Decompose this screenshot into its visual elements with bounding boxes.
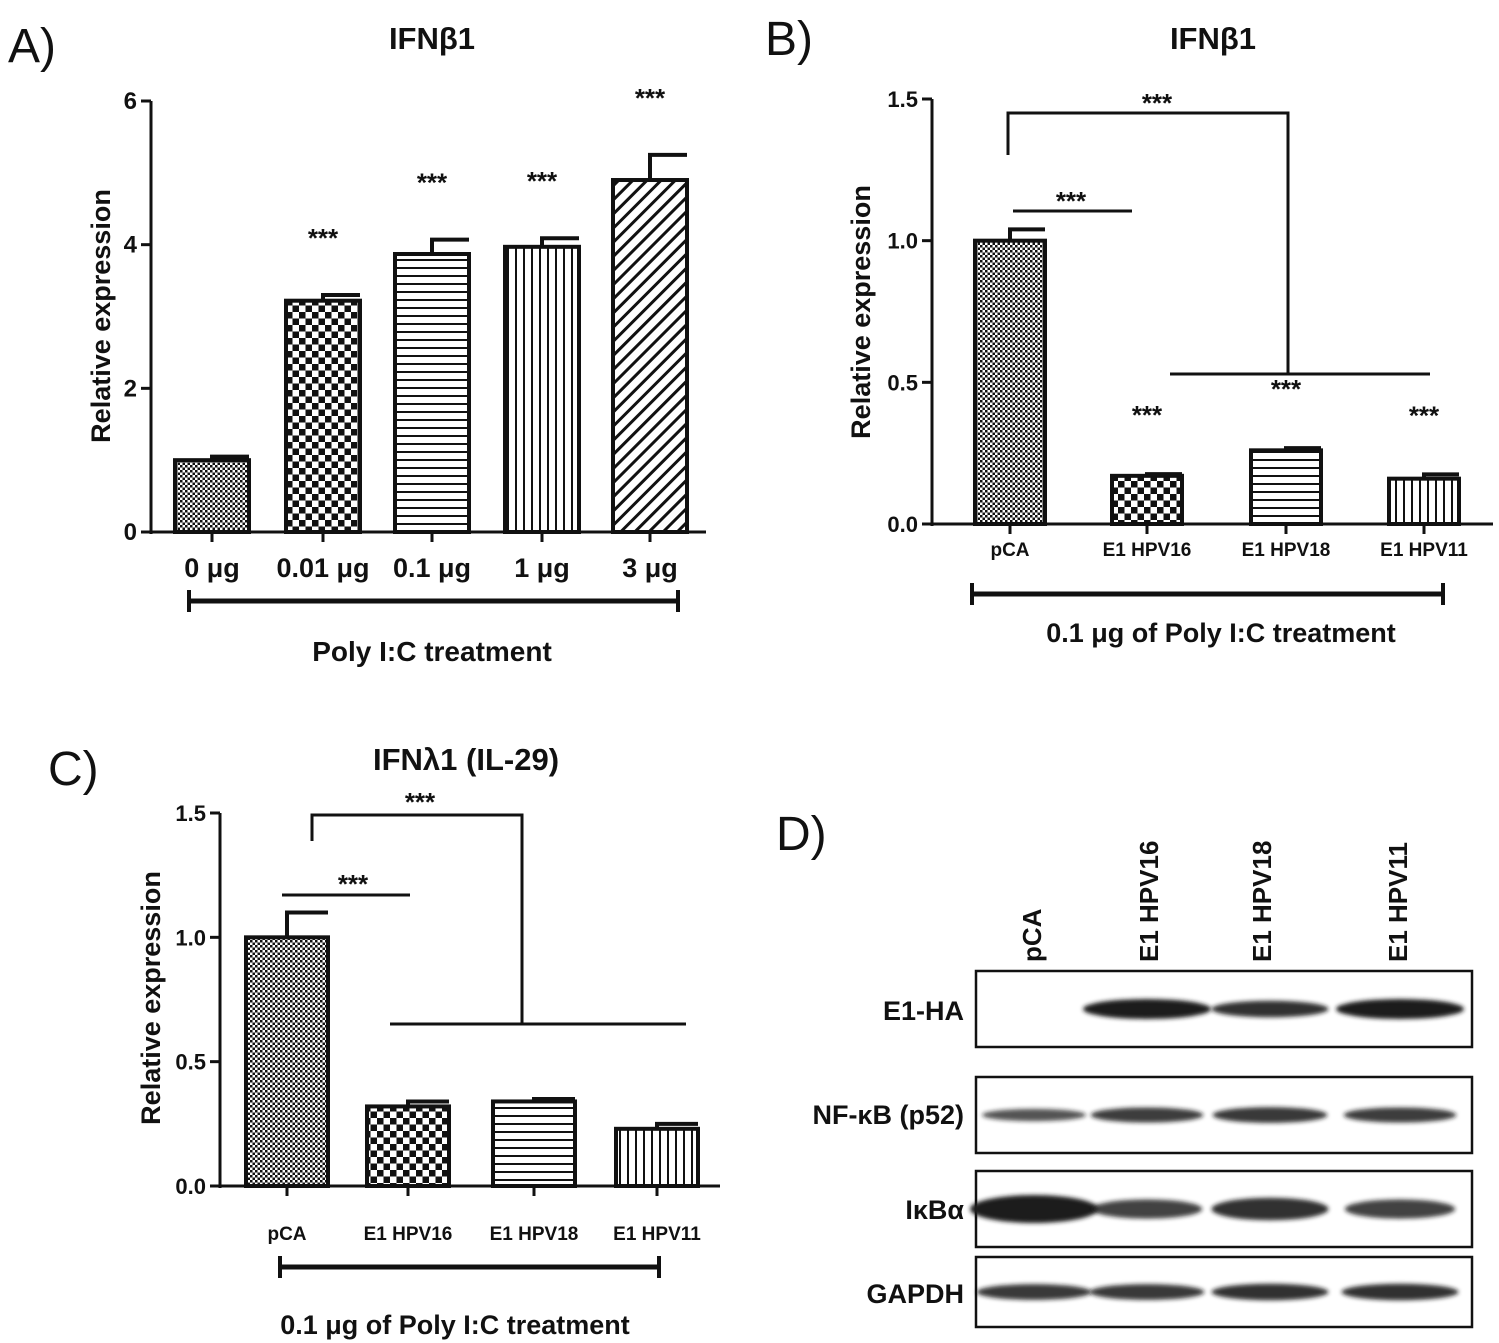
- panel-b-group-label: 0.1 μg of Poly I:C treatment: [1046, 618, 1396, 648]
- blot-band: [1211, 1283, 1329, 1301]
- bar: [503, 244, 581, 535]
- bar: [244, 935, 330, 1188]
- category-label: E1 HPV11: [1380, 540, 1468, 561]
- bar: [1249, 448, 1323, 527]
- bar: [491, 1099, 577, 1189]
- panel-b-title: IFNβ1: [1170, 21, 1256, 56]
- bar: [1387, 476, 1461, 526]
- bar: [973, 238, 1047, 527]
- y-tick-label: 1.5: [175, 801, 206, 826]
- blot-band: [1211, 1197, 1329, 1221]
- category-label: 0 μg: [184, 553, 240, 583]
- blot-band: [976, 1284, 1092, 1300]
- category-label: E1 HPV16: [1103, 540, 1192, 561]
- significance-marker: ***: [1142, 88, 1173, 118]
- significance-marker: ***: [527, 166, 558, 196]
- category-label: 1 μg: [514, 553, 570, 583]
- category-label: E1 HPV11: [613, 1224, 701, 1245]
- blot-label: IκBα: [905, 1195, 964, 1225]
- bar: [284, 298, 362, 534]
- panel-c-title: IFNλ1 (IL-29): [373, 742, 559, 777]
- lane-label: E1 HPV11: [1383, 842, 1413, 962]
- panel-a-label: A): [8, 20, 56, 73]
- significance-bracket: [1006, 111, 1290, 374]
- category-label: E1 HPV18: [490, 1224, 579, 1245]
- y-tick-label: 0.5: [175, 1050, 206, 1075]
- lane-label: pCA: [1017, 908, 1047, 962]
- bar: [1110, 473, 1184, 527]
- significance-marker: ***: [1409, 400, 1440, 430]
- bar: [611, 178, 689, 534]
- y-tick-label: 2: [124, 375, 137, 402]
- panel-d-label: D): [776, 808, 827, 861]
- bar: [173, 458, 251, 534]
- category-label: E1 HPV18: [1242, 540, 1331, 561]
- significance-bracket: [310, 813, 524, 1024]
- blot-band: [970, 1195, 1098, 1223]
- significance-marker: ***: [635, 83, 666, 113]
- significance-marker: ***: [1132, 400, 1163, 430]
- significance-marker: ***: [1271, 374, 1302, 404]
- blot-band: [1343, 1107, 1457, 1123]
- panel-c-label: C): [48, 743, 99, 796]
- significance-marker: ***: [338, 869, 369, 899]
- blot-band: [1344, 1199, 1456, 1219]
- y-tick-label: 6: [124, 88, 137, 115]
- bar: [365, 1104, 451, 1188]
- bar: [393, 252, 471, 534]
- y-tick-label: 1.5: [887, 87, 918, 112]
- blot-band: [1212, 1107, 1328, 1123]
- category-label: pCA: [267, 1224, 306, 1245]
- blot-label: NF-κB (p52): [812, 1100, 964, 1130]
- y-tick-label: 0.0: [175, 1174, 206, 1199]
- panel-c-marks: pCA E1 HPV16 E1 HPV18 E1 HPV11 0.0 0.5 1.0 1.5 *…: [175, 787, 720, 1278]
- blot-band: [1090, 1107, 1204, 1123]
- blot-band: [1336, 999, 1464, 1019]
- panel-d-blots: pCA E1 HPV16 E1 HPV18 E1 HPV11 E1-HA NF-κB (p…: [812, 841, 1474, 1329]
- y-tick-label: 0.5: [887, 370, 918, 395]
- blot-band: [982, 1108, 1086, 1122]
- significance-marker: ***: [417, 168, 448, 198]
- panel-c-chart: C) IFNλ1 (IL-29) Relative expression 0.1…: [48, 742, 720, 1340]
- y-tick-label: 4: [124, 232, 138, 259]
- y-tick-label: 0: [124, 519, 137, 546]
- panel-b-label: B): [765, 13, 813, 66]
- panel-d-western-blot: D) pCA E1 HPV16 E1 HPV18 E1 HPV11 E1-HA NF-κB…: [776, 808, 1474, 1329]
- panel-a-title: IFNβ1: [389, 21, 475, 56]
- category-label: E1 HPV16: [364, 1224, 453, 1245]
- panel-a-marks: 0 μg *** 0.01 μg *** 0.1 μg *** 1 μg *** 3 μg 0 2 4…: [124, 83, 706, 612]
- panel-b-chart: B) IFNβ1 Relative expression 0.1 μg of P…: [765, 13, 1493, 648]
- y-tick-label: 1.0: [175, 925, 206, 950]
- blot-band: [1089, 1284, 1205, 1300]
- category-label: pCA: [990, 540, 1029, 561]
- significance-marker: ***: [308, 223, 339, 253]
- y-tick-label: 1.0: [887, 229, 918, 254]
- category-label: 0.1 μg: [393, 553, 471, 583]
- panel-c-y-axis-label: Relative expression: [136, 871, 166, 1125]
- panel-a-group-label: Poly I:C treatment: [312, 636, 552, 667]
- panel-b-y-axis-label: Relative expression: [846, 185, 876, 439]
- significance-marker: ***: [1056, 186, 1087, 216]
- significance-marker: ***: [405, 787, 436, 817]
- blot-band: [1091, 1199, 1203, 1219]
- panel-c-group-label: 0.1 μg of Poly I:C treatment: [280, 1310, 630, 1340]
- category-label: 3 μg: [622, 553, 678, 583]
- blot-label: E1-HA: [883, 996, 964, 1026]
- bar: [614, 1126, 700, 1188]
- blot-band: [1083, 999, 1211, 1019]
- category-label: 0.01 μg: [276, 553, 369, 583]
- panel-a-y-axis-label: Relative expression: [86, 189, 116, 443]
- blot-band: [1211, 1000, 1329, 1018]
- lane-label: E1 HPV16: [1134, 841, 1164, 962]
- blot-band: [1341, 1283, 1459, 1301]
- y-tick-label: 0.0: [887, 512, 918, 537]
- lane-label: E1 HPV18: [1247, 841, 1277, 962]
- panel-b-marks: pCA *** E1 HPV16 *** E1 HPV18 *** E1 HPV11 0.0 0…: [887, 87, 1493, 605]
- blot-label: GAPDH: [866, 1279, 964, 1309]
- panel-a-chart: A) IFNβ1 Relative expression Poly I:C tr…: [8, 20, 706, 667]
